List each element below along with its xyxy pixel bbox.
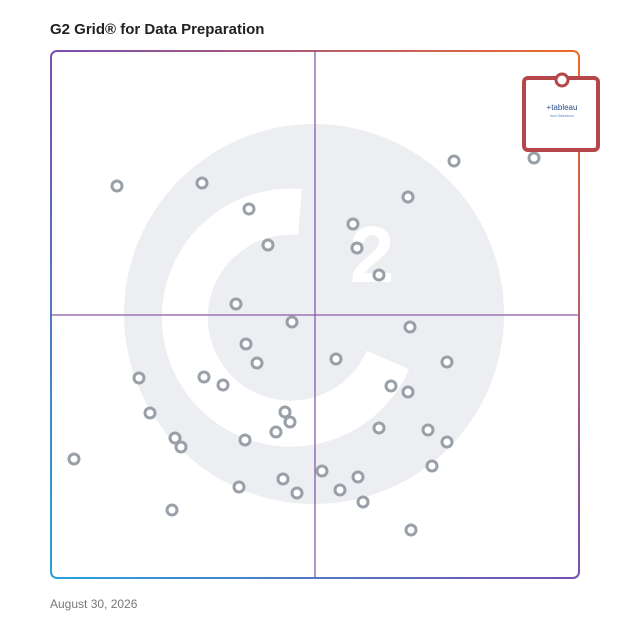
point [239, 337, 253, 351]
point [527, 151, 541, 165]
point [110, 179, 124, 193]
point [372, 268, 386, 282]
point [168, 431, 182, 445]
point [197, 370, 211, 384]
point [229, 297, 243, 311]
point [238, 433, 252, 447]
point [329, 352, 343, 366]
point [315, 464, 329, 478]
point [401, 190, 415, 204]
point [165, 503, 179, 517]
product-subtitle: from Salesforce [550, 114, 575, 118]
point [216, 378, 230, 392]
point [250, 356, 264, 370]
point [290, 486, 304, 500]
point [425, 459, 439, 473]
point [285, 315, 299, 329]
point [143, 406, 157, 420]
point [174, 440, 188, 454]
point [350, 241, 364, 255]
point [195, 176, 209, 190]
point [356, 495, 370, 509]
point [447, 154, 461, 168]
point [421, 423, 435, 437]
point [372, 421, 386, 435]
point [404, 523, 418, 537]
point [401, 385, 415, 399]
point [346, 217, 360, 231]
point [242, 202, 256, 216]
watermark: 2 [124, 124, 504, 504]
point [440, 355, 454, 369]
point [554, 72, 570, 88]
point [261, 238, 275, 252]
point [283, 415, 297, 429]
point [403, 320, 417, 334]
point [276, 472, 290, 486]
point [384, 379, 398, 393]
point [440, 435, 454, 449]
point [232, 480, 246, 494]
point [278, 405, 292, 419]
point [269, 425, 283, 439]
chart-title: G2 Grid® for Data Preparation [50, 21, 264, 38]
point [67, 452, 81, 466]
point [132, 371, 146, 385]
product-logo: +tableau [547, 103, 578, 112]
point [333, 483, 347, 497]
date: August 30, 2026 [50, 597, 138, 611]
point [351, 470, 365, 484]
